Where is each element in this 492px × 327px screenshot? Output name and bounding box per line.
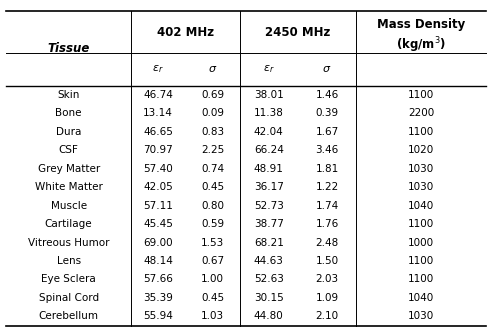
- Text: 1.81: 1.81: [315, 164, 338, 174]
- Text: Mass Density: Mass Density: [377, 18, 465, 31]
- Text: 1030: 1030: [408, 182, 434, 192]
- Text: 46.74: 46.74: [143, 90, 173, 100]
- Text: 48.91: 48.91: [254, 164, 284, 174]
- Text: 44.80: 44.80: [254, 311, 283, 321]
- Text: White Matter: White Matter: [35, 182, 103, 192]
- Text: 57.66: 57.66: [143, 274, 173, 284]
- Text: Tissue: Tissue: [47, 42, 90, 55]
- Text: Grey Matter: Grey Matter: [37, 164, 100, 174]
- Text: 48.14: 48.14: [143, 256, 173, 266]
- Text: 1.76: 1.76: [315, 219, 338, 229]
- Text: 70.97: 70.97: [143, 145, 173, 155]
- Text: Spinal Cord: Spinal Cord: [38, 293, 99, 303]
- Text: 2.10: 2.10: [315, 311, 338, 321]
- Text: CSF: CSF: [59, 145, 79, 155]
- Text: Bone: Bone: [56, 108, 82, 118]
- Text: 1030: 1030: [408, 311, 434, 321]
- Text: 0.67: 0.67: [201, 256, 224, 266]
- Text: 3.46: 3.46: [315, 145, 338, 155]
- Text: Muscle: Muscle: [51, 201, 87, 211]
- Text: 66.24: 66.24: [254, 145, 284, 155]
- Text: 1100: 1100: [408, 90, 434, 100]
- Text: 57.40: 57.40: [143, 164, 173, 174]
- Text: 0.74: 0.74: [201, 164, 224, 174]
- Text: 38.77: 38.77: [254, 219, 284, 229]
- Text: 1.22: 1.22: [315, 182, 338, 192]
- Text: 30.15: 30.15: [254, 293, 283, 303]
- Text: 52.73: 52.73: [254, 201, 284, 211]
- Text: 402 MHz: 402 MHz: [157, 26, 214, 39]
- Text: Cerebellum: Cerebellum: [39, 311, 99, 321]
- Text: Vitreous Humor: Vitreous Humor: [28, 237, 109, 248]
- Text: 1.46: 1.46: [315, 90, 338, 100]
- Text: 1.03: 1.03: [201, 311, 224, 321]
- Text: 36.17: 36.17: [254, 182, 284, 192]
- Text: $\sigma$: $\sigma$: [322, 64, 332, 75]
- Text: 1.67: 1.67: [315, 127, 338, 137]
- Text: Skin: Skin: [58, 90, 80, 100]
- Text: 35.39: 35.39: [143, 293, 173, 303]
- Text: 1100: 1100: [408, 256, 434, 266]
- Text: 1.09: 1.09: [315, 293, 338, 303]
- Text: Cartilage: Cartilage: [45, 219, 92, 229]
- Text: 1000: 1000: [408, 237, 434, 248]
- Text: 1100: 1100: [408, 219, 434, 229]
- Text: 1100: 1100: [408, 274, 434, 284]
- Text: $\sigma$: $\sigma$: [208, 64, 217, 75]
- Text: 2450 MHz: 2450 MHz: [265, 26, 331, 39]
- Text: 2.48: 2.48: [315, 237, 338, 248]
- Text: 0.69: 0.69: [201, 90, 224, 100]
- Text: Lens: Lens: [57, 256, 81, 266]
- Text: 0.45: 0.45: [201, 182, 224, 192]
- Text: 0.83: 0.83: [201, 127, 224, 137]
- Text: Dura: Dura: [56, 127, 81, 137]
- Text: Eye Sclera: Eye Sclera: [41, 274, 96, 284]
- Text: 11.38: 11.38: [254, 108, 284, 118]
- Text: $\varepsilon_r$: $\varepsilon_r$: [263, 63, 275, 76]
- Text: 1040: 1040: [408, 293, 434, 303]
- Text: $\varepsilon_r$: $\varepsilon_r$: [153, 63, 164, 76]
- Text: 2.25: 2.25: [201, 145, 224, 155]
- Text: 1040: 1040: [408, 201, 434, 211]
- Text: 1.74: 1.74: [315, 201, 338, 211]
- Text: 1020: 1020: [408, 145, 434, 155]
- Text: 55.94: 55.94: [143, 311, 173, 321]
- Text: 1030: 1030: [408, 164, 434, 174]
- Text: 1.50: 1.50: [315, 256, 338, 266]
- Text: 0.39: 0.39: [315, 108, 338, 118]
- Text: 0.45: 0.45: [201, 293, 224, 303]
- Text: 1.00: 1.00: [201, 274, 224, 284]
- Text: 68.21: 68.21: [254, 237, 284, 248]
- Text: 0.09: 0.09: [201, 108, 224, 118]
- Text: 38.01: 38.01: [254, 90, 283, 100]
- Text: 45.45: 45.45: [143, 219, 173, 229]
- Text: 57.11: 57.11: [143, 201, 173, 211]
- Text: 42.05: 42.05: [143, 182, 173, 192]
- Text: 0.59: 0.59: [201, 219, 224, 229]
- Text: (kg/m$^3$): (kg/m$^3$): [396, 35, 446, 55]
- Text: 0.80: 0.80: [201, 201, 224, 211]
- Text: 1.53: 1.53: [201, 237, 224, 248]
- Text: 44.63: 44.63: [254, 256, 284, 266]
- Text: 2200: 2200: [408, 108, 434, 118]
- Text: 69.00: 69.00: [143, 237, 173, 248]
- Text: 1100: 1100: [408, 127, 434, 137]
- Text: 52.63: 52.63: [254, 274, 284, 284]
- Text: 42.04: 42.04: [254, 127, 283, 137]
- Text: 46.65: 46.65: [143, 127, 173, 137]
- Text: 2.03: 2.03: [315, 274, 338, 284]
- Text: 13.14: 13.14: [143, 108, 173, 118]
